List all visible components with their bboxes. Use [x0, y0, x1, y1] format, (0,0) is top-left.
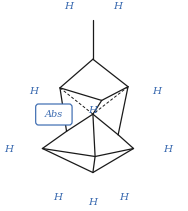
Text: H: H — [119, 193, 128, 202]
Text: H: H — [4, 145, 13, 154]
Text: H: H — [152, 87, 161, 96]
Text: Abs: Abs — [45, 110, 63, 119]
Text: H: H — [53, 193, 62, 202]
Text: H: H — [88, 106, 97, 115]
Text: H: H — [88, 198, 97, 207]
Text: H: H — [64, 2, 73, 11]
Text: H: H — [113, 2, 122, 11]
Text: H: H — [29, 87, 38, 96]
Text: H: H — [163, 145, 172, 154]
FancyBboxPatch shape — [36, 104, 72, 125]
